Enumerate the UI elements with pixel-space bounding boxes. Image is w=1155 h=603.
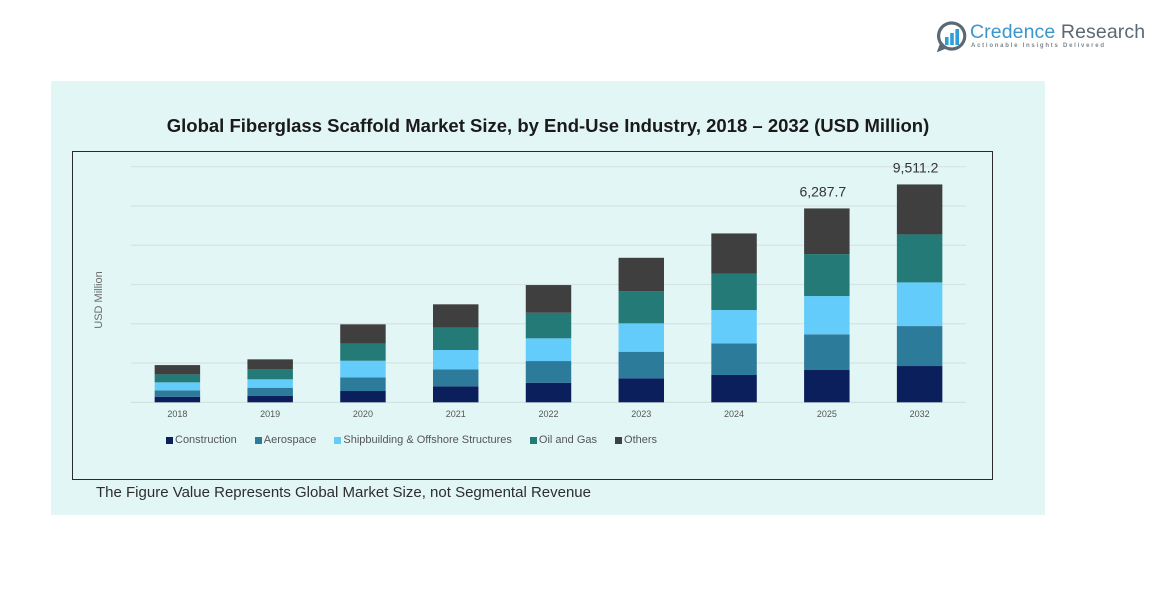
bar-chart-bubble-icon bbox=[936, 21, 967, 52]
bar-segment-shipbuilding-offshore-structures bbox=[896, 282, 943, 327]
bar-segment-others bbox=[525, 285, 572, 313]
bar-segment-others bbox=[804, 208, 850, 255]
bar-segment-aerospace bbox=[896, 326, 943, 367]
legend-item-aerospace: Aerospace bbox=[254, 434, 317, 446]
x-tick-label: 2024 bbox=[724, 409, 744, 419]
bar-stack-2022 bbox=[525, 285, 572, 403]
bar-segment-aerospace bbox=[154, 390, 201, 397]
footnote: The Figure Value Represents Global Marke… bbox=[96, 484, 591, 501]
bar-segment-shipbuilding-offshore-structures bbox=[711, 310, 757, 344]
bar-segment-oil-and-gas bbox=[340, 343, 386, 361]
bar-stack-2021 bbox=[432, 304, 479, 403]
legend-label: Aerospace bbox=[263, 434, 317, 446]
logo-tagline: Actionable Insights Delivered bbox=[971, 43, 1106, 49]
legend-swatch bbox=[254, 436, 262, 444]
legend-label: Others bbox=[624, 434, 658, 446]
chart-panel: Global Fiberglass Scaffold Market Size, … bbox=[51, 81, 1045, 515]
bar-segment-oil-and-gas bbox=[432, 327, 479, 350]
bar-segment-others bbox=[711, 233, 757, 274]
bar-segment-others bbox=[432, 304, 479, 328]
data-label: 9,511.2 bbox=[893, 159, 939, 175]
legend-label: Oil and Gas bbox=[538, 434, 598, 446]
bar-segment-construction bbox=[711, 375, 757, 403]
logo-brand-primary: Credence bbox=[970, 21, 1056, 43]
value-labels: 6,287.7 9,511.2 bbox=[799, 159, 938, 199]
bar-segment-shipbuilding-offshore-structures bbox=[247, 379, 293, 388]
bars bbox=[154, 184, 943, 403]
bar-segment-oil-and-gas bbox=[525, 312, 572, 339]
logo-wordmark: Credence Research bbox=[970, 21, 1145, 43]
legend-item-shipbuilding: Shipbuilding & Offshore Structures bbox=[334, 434, 512, 446]
bar-segment-others bbox=[154, 365, 201, 375]
bar-segment-shipbuilding-offshore-structures bbox=[804, 296, 850, 335]
x-tick-label: 2022 bbox=[538, 409, 558, 419]
bar-segment-oil-and-gas bbox=[618, 291, 665, 324]
bar-segment-shipbuilding-offshore-structures bbox=[154, 382, 201, 391]
chart-title: Global Fiberglass Scaffold Market Size, … bbox=[166, 115, 930, 136]
bar-segment-construction bbox=[247, 395, 293, 403]
bar-segment-shipbuilding-offshore-structures bbox=[618, 323, 665, 352]
data-label: 6,287.7 bbox=[799, 183, 846, 199]
bar-segment-oil-and-gas bbox=[711, 273, 757, 311]
bar-segment-aerospace bbox=[432, 369, 479, 387]
bar-segment-oil-and-gas bbox=[804, 254, 850, 297]
x-tick-label: 2018 bbox=[167, 409, 187, 419]
bar-segment-aerospace bbox=[525, 361, 572, 383]
bar-segment-aerospace bbox=[711, 343, 757, 376]
x-tick-label: 2020 bbox=[353, 409, 373, 419]
legend-swatch bbox=[529, 436, 537, 444]
bar-stack-2032 bbox=[896, 184, 943, 403]
bar-segment-shipbuilding-offshore-structures bbox=[432, 349, 479, 370]
bar-segment-construction bbox=[896, 366, 943, 403]
x-tick-label: 2019 bbox=[260, 409, 280, 419]
bar-segment-others bbox=[618, 257, 665, 292]
bar-segment-construction bbox=[525, 382, 572, 403]
legend-swatch bbox=[334, 436, 342, 444]
y-axis-label: USD Million bbox=[93, 271, 105, 329]
logo-brand-secondary: Research bbox=[1060, 21, 1146, 43]
bar-segment-others bbox=[340, 324, 386, 344]
bar-stack-2019 bbox=[247, 359, 293, 403]
bar-segment-aerospace bbox=[340, 377, 386, 392]
bar-segment-aerospace bbox=[618, 351, 665, 379]
bar-segment-others bbox=[247, 359, 293, 370]
bar-stack-2024 bbox=[711, 233, 757, 403]
bar-segment-construction bbox=[154, 396, 201, 403]
bar-segment-construction bbox=[804, 370, 850, 403]
legend-swatch bbox=[615, 436, 623, 444]
bar-segment-oil-and-gas bbox=[154, 374, 201, 383]
x-tick-label: 2021 bbox=[446, 409, 466, 419]
bar-segment-construction bbox=[618, 378, 665, 403]
bar-segment-shipbuilding-offshore-structures bbox=[525, 338, 572, 362]
bar-segment-oil-and-gas bbox=[247, 369, 293, 380]
bar-segment-oil-and-gas bbox=[896, 234, 943, 283]
legend-item-construction: Construction bbox=[166, 434, 237, 446]
bar-segment-aerospace bbox=[804, 334, 850, 371]
x-tick-label: 2023 bbox=[631, 409, 651, 419]
bar-segment-aerospace bbox=[247, 387, 293, 396]
bar-segment-others bbox=[896, 184, 943, 235]
credence-research-logo: Credence Research Actionable Insights De… bbox=[936, 19, 1145, 55]
legend-item-oil-and-gas: Oil and Gas bbox=[529, 434, 598, 446]
bar-stack-2023 bbox=[618, 257, 665, 403]
x-axis-labels: 2018 2019 2020 2021 2022 2023 2024 2025 2032 bbox=[167, 409, 929, 419]
legend-swatch bbox=[166, 436, 173, 444]
bar-stack-2018 bbox=[154, 365, 201, 403]
legend-label: Shipbuilding & Offshore Structures bbox=[343, 434, 512, 446]
legend-label: Construction bbox=[175, 434, 237, 446]
bar-stack-2020 bbox=[340, 324, 386, 403]
x-tick-label: 2032 bbox=[910, 409, 930, 419]
chart-frame bbox=[72, 151, 993, 480]
bar-segment-construction bbox=[340, 391, 386, 403]
bar-segment-construction bbox=[432, 386, 479, 403]
bar-segment-shipbuilding-offshore-structures bbox=[340, 360, 386, 378]
legend: Construction Aerospace Shipbuilding & Of… bbox=[166, 434, 657, 446]
bar-stack-2025 bbox=[804, 208, 850, 403]
x-tick-label: 2025 bbox=[817, 409, 837, 419]
legend-item-others: Others bbox=[615, 434, 657, 446]
